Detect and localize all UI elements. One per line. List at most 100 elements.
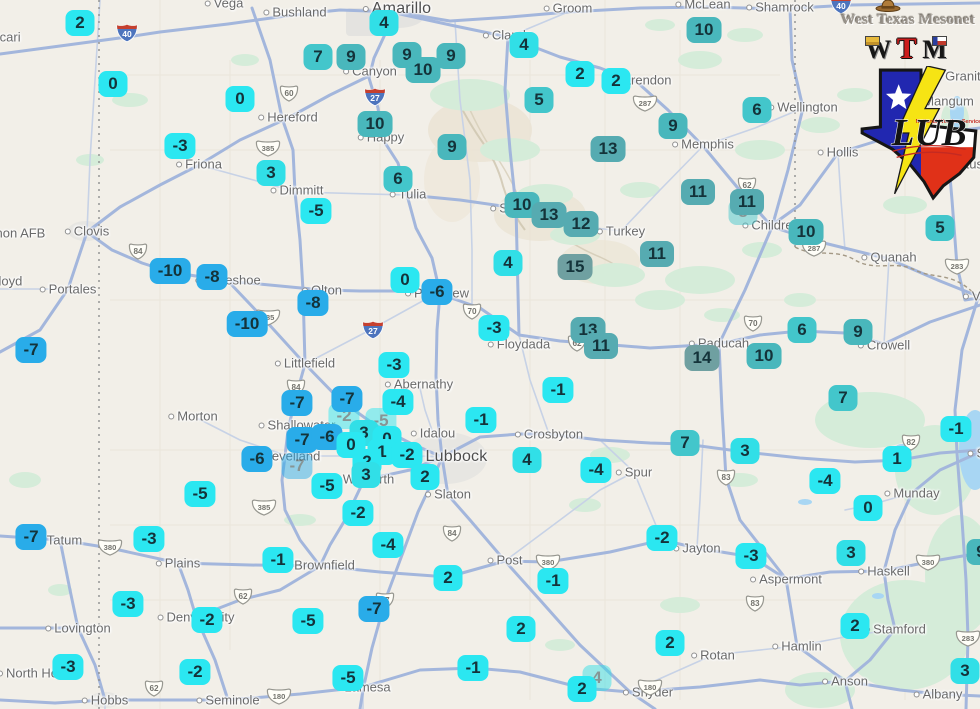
temp-badge[interactable]: -1: [537, 568, 569, 594]
temp-badge[interactable]: -1: [457, 655, 489, 681]
temp-badge[interactable]: 11: [584, 333, 618, 359]
temp-badge[interactable]: 0: [225, 86, 255, 112]
temp-badge[interactable]: -1: [262, 547, 294, 573]
temp-badge[interactable]: -5: [184, 481, 216, 507]
temp-badge[interactable]: 4: [512, 447, 542, 473]
temp-badge[interactable]: 11: [681, 179, 715, 205]
temp-badge[interactable]: 2: [410, 464, 440, 490]
city-dot: [543, 5, 550, 12]
temp-badge[interactable]: 10: [746, 343, 782, 369]
temp-badge[interactable]: -3: [735, 543, 767, 569]
city-name: Slaton: [434, 486, 471, 502]
temp-badge[interactable]: -10: [149, 258, 191, 284]
temp-badge[interactable]: 5: [925, 215, 955, 241]
temp-badge[interactable]: -5: [332, 665, 364, 691]
temp-badge[interactable]: -1: [465, 407, 497, 433]
temp-badge[interactable]: -1: [940, 416, 972, 442]
temp-badge[interactable]: -2: [646, 525, 678, 551]
temp-badge[interactable]: 1: [882, 446, 912, 472]
temp-badge[interactable]: -7: [281, 390, 313, 416]
temp-badge[interactable]: 6: [787, 317, 817, 343]
temp-badge[interactable]: 6: [742, 97, 772, 123]
temp-badge[interactable]: -5: [311, 473, 343, 499]
temp-badge[interactable]: -6: [421, 279, 453, 305]
temp-badge[interactable]: -3: [112, 591, 144, 617]
temp-badge[interactable]: 0: [390, 267, 420, 293]
temp-badge[interactable]: 7: [828, 385, 858, 411]
temp-badge[interactable]: -2: [391, 442, 423, 468]
temp-badge[interactable]: 2: [565, 61, 595, 87]
temp-badge[interactable]: 3: [256, 160, 286, 186]
temp-badge[interactable]: -2: [179, 659, 211, 685]
temp-badge[interactable]: -3: [478, 315, 510, 341]
city-name: Jayton: [682, 540, 721, 556]
city-name: Hereford: [267, 109, 318, 125]
temp-badge[interactable]: 6: [383, 166, 413, 192]
temp-badge[interactable]: 2: [601, 68, 631, 94]
temp-badge[interactable]: -6: [241, 446, 273, 472]
city-dot: [672, 141, 679, 148]
temp-badge[interactable]: 10: [357, 111, 393, 137]
svg-text:40: 40: [836, 1, 846, 11]
temp-badge[interactable]: -4: [809, 468, 841, 494]
temp-badge[interactable]: 3: [836, 540, 866, 566]
city-dot: [410, 430, 417, 437]
temp-badge[interactable]: 3: [950, 658, 980, 684]
temp-badge[interactable]: -5: [300, 198, 332, 224]
temp-badge[interactable]: 9: [336, 44, 366, 70]
temp-badge[interactable]: 10: [405, 57, 441, 83]
temp-badge[interactable]: 7: [670, 430, 700, 456]
temp-badge[interactable]: 11: [640, 241, 674, 267]
temp-badge[interactable]: 4: [369, 10, 399, 36]
temp-badge[interactable]: -3: [378, 352, 410, 378]
temp-badge[interactable]: 13: [590, 136, 626, 162]
temp-badge[interactable]: -7: [331, 386, 363, 412]
city-label: Slaton: [425, 487, 471, 502]
temp-badge[interactable]: 2: [433, 565, 463, 591]
temp-badge[interactable]: -4: [580, 457, 612, 483]
temp-badge[interactable]: -1: [542, 377, 574, 403]
temp-badge[interactable]: -7: [281, 453, 313, 479]
temp-badge[interactable]: 9: [437, 134, 467, 160]
temp-badge[interactable]: 10: [788, 219, 824, 245]
temp-badge[interactable]: -3: [52, 654, 84, 680]
temp-badge[interactable]: 9: [843, 319, 873, 345]
temp-badge[interactable]: -10: [226, 311, 268, 337]
temp-badge[interactable]: 9: [966, 539, 980, 565]
temp-badge[interactable]: -8: [297, 290, 329, 316]
temp-badge[interactable]: -7: [358, 596, 390, 622]
temp-badge[interactable]: 3: [351, 462, 381, 488]
temp-badge[interactable]: 2: [655, 630, 685, 656]
temp-badge[interactable]: 3: [730, 438, 760, 464]
city-name: Floydada: [496, 336, 551, 352]
temp-badge[interactable]: 9: [658, 113, 688, 139]
temp-badge[interactable]: 2: [506, 616, 536, 642]
temp-badge[interactable]: 2: [567, 676, 597, 702]
temp-badge[interactable]: -5: [292, 608, 324, 634]
temp-badge[interactable]: -4: [382, 389, 414, 415]
temp-badge[interactable]: 0: [98, 71, 128, 97]
temp-badge[interactable]: -4: [372, 532, 404, 558]
temp-badge[interactable]: 14: [684, 345, 720, 371]
temp-badge[interactable]: 10: [686, 17, 722, 43]
temp-badge[interactable]: 12: [563, 211, 599, 237]
temp-badge[interactable]: 2: [840, 613, 870, 639]
temp-badge[interactable]: -3: [164, 133, 196, 159]
temp-badge[interactable]: 4: [509, 32, 539, 58]
temp-badge[interactable]: -3: [133, 526, 165, 552]
temp-badge[interactable]: 7: [303, 44, 333, 70]
temp-badge[interactable]: 11: [730, 189, 764, 215]
temp-badge[interactable]: -7: [15, 524, 47, 550]
temp-badge[interactable]: 2: [65, 10, 95, 36]
temp-badge[interactable]: -2: [342, 500, 374, 526]
temp-badge[interactable]: 0: [853, 495, 883, 521]
temp-badge[interactable]: -8: [196, 264, 228, 290]
temp-badge[interactable]: 5: [524, 87, 554, 113]
temp-badge[interactable]: -2: [191, 607, 223, 633]
temp-badge[interactable]: -7: [15, 337, 47, 363]
temp-badge[interactable]: 4: [493, 250, 523, 276]
temp-badge[interactable]: 15: [557, 254, 593, 280]
temp-badge[interactable]: 13: [531, 202, 567, 228]
temp-badge[interactable]: 9: [436, 43, 466, 69]
city-label: Crowell: [857, 338, 910, 353]
